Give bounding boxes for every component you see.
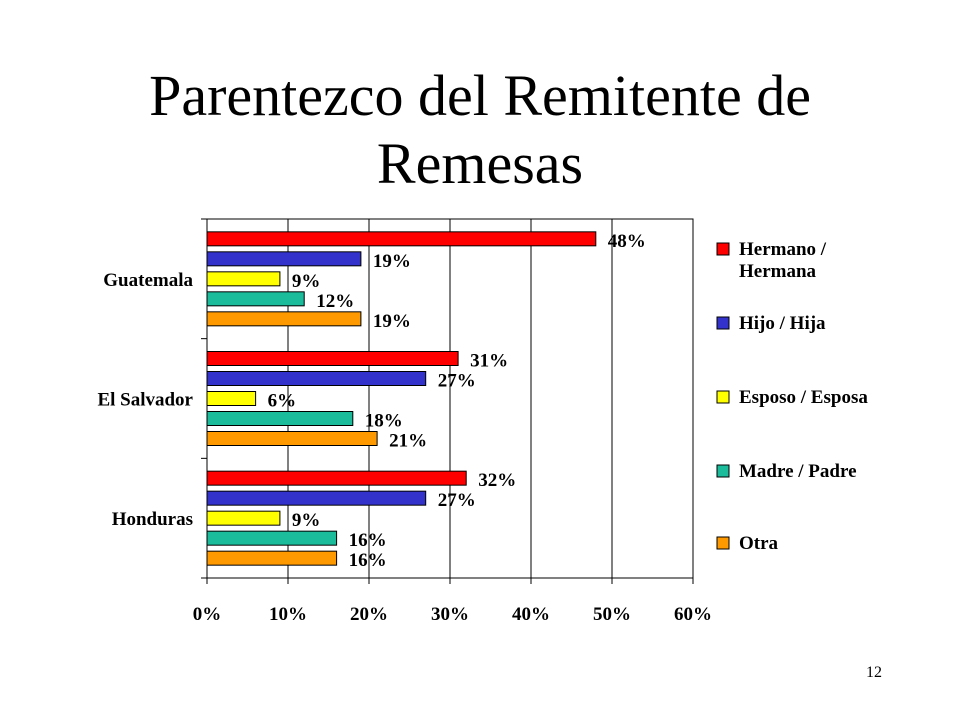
data-label-1-1: 27% [438, 371, 476, 392]
data-label-2-4: 16% [349, 550, 387, 571]
bar-2-4 [206, 550, 338, 566]
data-label-2-1: 27% [438, 490, 476, 511]
bar-0-4 [206, 311, 362, 327]
bar-2-0 [206, 470, 467, 486]
legend-label-4-0: Otra [739, 533, 779, 554]
data-label-1-0: 31% [470, 351, 508, 372]
category-label-2: Honduras [112, 509, 193, 530]
bar-2-3 [206, 530, 338, 546]
data-label-2-0: 32% [478, 470, 516, 491]
x-tick-label-6: 60% [674, 604, 712, 625]
data-label-1-3: 18% [365, 411, 403, 432]
page-number: 12 [866, 664, 882, 681]
legend-label-0-1: Hermana [739, 261, 817, 282]
x-tick-label-0: 0% [193, 604, 222, 625]
category-label-1: El Salvador [97, 390, 193, 411]
legend-swatch-0 [716, 242, 730, 256]
x-tick-label-1: 10% [269, 604, 307, 625]
x-tick-label-3: 30% [431, 604, 469, 625]
data-label-0-1: 19% [373, 251, 411, 272]
data-label-0-4: 19% [373, 311, 411, 332]
legend-label-1-0: Hijo / Hija [739, 313, 826, 334]
bar-2-1 [206, 490, 427, 506]
bar-1-2 [206, 391, 257, 406]
legend-swatch-2 [716, 390, 730, 404]
legend-swatch-4 [716, 536, 730, 550]
data-label-2-3: 16% [349, 530, 387, 551]
slide-title-line-2: Remesas [376, 131, 584, 196]
bar-0-0 [206, 231, 597, 247]
bar-1-1 [206, 371, 427, 386]
x-tick-label-5: 50% [593, 604, 631, 625]
legend-swatch-3 [716, 464, 730, 478]
data-label-0-3: 12% [316, 291, 354, 312]
legend-label-2-0: Esposo / Esposa [739, 387, 868, 408]
legend-label-3-0: Madre / Padre [739, 461, 857, 482]
bar-2-2 [206, 510, 281, 526]
data-label-1-4: 21% [389, 431, 427, 452]
slide-title: Parentezco del Remitente de Remesas [0, 62, 960, 198]
legend-label-0-0: Hermano / [739, 239, 827, 260]
category-label-0: Guatemala [103, 270, 193, 291]
bar-1-4 [206, 431, 378, 446]
data-label-2-2: 9% [292, 510, 321, 531]
bar-0-3 [206, 291, 305, 307]
x-tick-label-4: 40% [512, 604, 550, 625]
bar-0-2 [206, 271, 281, 287]
legend-swatch-1 [716, 316, 730, 330]
data-label-1-2: 6% [268, 391, 297, 412]
bar-0-1 [206, 251, 362, 267]
data-label-0-2: 9% [292, 271, 321, 292]
bar-1-0 [206, 351, 459, 366]
bar-1-3 [206, 411, 354, 426]
x-tick-label-2: 20% [350, 604, 388, 625]
data-label-0-0: 48% [608, 231, 646, 252]
slide-title-line-1: Parentezco del Remitente de [149, 63, 811, 128]
